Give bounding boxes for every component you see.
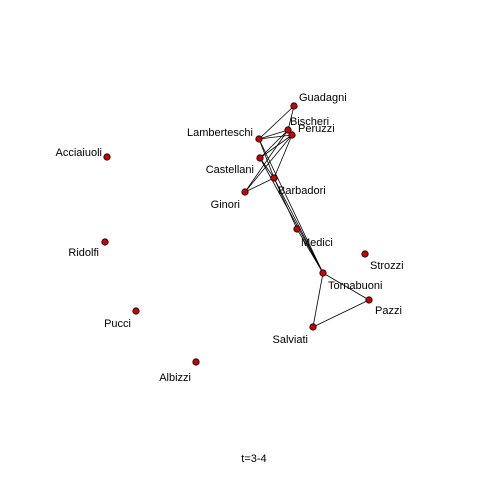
node-bischeri	[284, 126, 292, 134]
edge-castellani-tornabuoni	[259, 157, 324, 274]
edge-castellani-barbadori	[259, 157, 275, 179]
node-label-tornabuoni: Tornabuoni	[328, 280, 382, 292]
node-label-albizzi: Albizzi	[159, 372, 191, 384]
node-salviati	[309, 323, 317, 331]
edge-bischeri-lamberteschi	[258, 129, 289, 140]
edge-salviati-pazzi	[312, 299, 370, 328]
node-label-acciaiuoli: Acciaiuoli	[56, 147, 102, 159]
edge-lamberteschi-barbadori	[258, 138, 275, 179]
node-guadagni	[290, 102, 298, 110]
edge-peruzzi-lamberteschi	[258, 134, 293, 140]
node-peruzzi	[288, 131, 296, 139]
node-label-ginori: Ginori	[211, 199, 240, 211]
node-ridolfi	[101, 238, 109, 246]
node-tornabuoni	[319, 269, 327, 277]
node-strozzi	[361, 250, 369, 258]
node-label-medici: Medici	[301, 237, 333, 249]
node-pucci	[132, 307, 140, 315]
edge-peruzzi-barbadori	[273, 134, 293, 179]
edge-barbadori-medici	[273, 177, 298, 230]
node-label-pucci: Pucci	[104, 318, 131, 330]
node-ginori	[241, 188, 249, 196]
edge-layer	[244, 105, 370, 328]
node-label-guadagni: Guadagni	[299, 92, 347, 104]
edge-barbadori-tornabuoni	[273, 177, 324, 274]
node-albizzi	[192, 358, 200, 366]
node-label-barbadori: Barbadori	[278, 185, 326, 197]
node-acciaiuoli	[103, 153, 111, 161]
node-label-salviati: Salviati	[273, 334, 308, 346]
node-label-pazzi: Pazzi	[375, 305, 402, 317]
node-medici	[293, 225, 301, 233]
node-label-ridolfi: Ridolfi	[68, 247, 99, 259]
edge-bischeri-ginori	[244, 129, 289, 193]
edge-lamberteschi-tornabuoni	[258, 138, 324, 274]
node-barbadori	[270, 174, 278, 182]
node-label-bischeri: Bischeri	[290, 116, 329, 128]
edge-tornabuoni-salviati	[312, 272, 324, 328]
node-label-lamberteschi: Lamberteschi	[187, 127, 253, 139]
node-pazzi	[365, 296, 373, 304]
edge-guadagni-lamberteschi	[258, 105, 295, 140]
node-lamberteschi	[255, 135, 263, 143]
edge-tornabuoni-pazzi	[322, 272, 370, 301]
node-layer	[101, 102, 373, 366]
edge-medici-tornabuoni	[296, 228, 324, 274]
time-label: t=3-4	[241, 453, 266, 465]
node-label-strozzi: Strozzi	[370, 260, 404, 272]
node-label-peruzzi: Peruzzi	[298, 123, 335, 135]
edge-barbadori-ginori	[244, 177, 275, 193]
edge-peruzzi-castellani	[259, 134, 293, 159]
node-castellani	[256, 154, 264, 162]
edge-guadagni-bischeri	[287, 105, 295, 131]
node-label-castellani: Castellani	[206, 164, 254, 176]
